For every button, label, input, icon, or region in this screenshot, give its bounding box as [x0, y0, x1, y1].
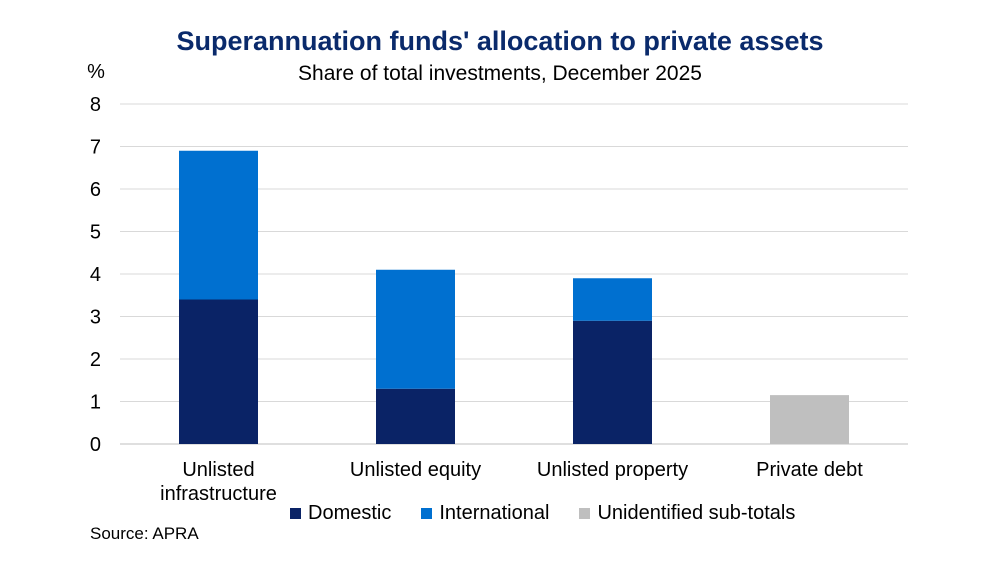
- chart-subtitle: Share of total investments, December 202…: [298, 62, 702, 85]
- legend-item-international: International: [421, 502, 549, 525]
- y-tick-label: 0: [90, 434, 101, 456]
- legend: Domestic International Unidentified sub-…: [290, 502, 825, 525]
- bar-domestic: [376, 388, 455, 444]
- legend-label-unidentified: Unidentified sub-totals: [597, 502, 796, 524]
- y-tick-label: 2: [90, 349, 101, 371]
- legend-swatch-unidentified: [579, 508, 591, 519]
- chart-title: Superannuation funds' allocation to priv…: [176, 26, 824, 56]
- bar-international: [573, 278, 652, 321]
- y-tick-label: 3: [90, 307, 101, 329]
- legend-item-unidentified: Unidentified sub-totals: [579, 502, 795, 525]
- y-tick-label: 4: [90, 264, 101, 286]
- bar-international: [179, 150, 258, 300]
- y-tick-label: 5: [90, 222, 101, 244]
- legend-swatch-international: [421, 508, 433, 519]
- source-note: Source: APRA: [90, 524, 199, 543]
- legend-label-domestic: Domestic: [308, 502, 392, 524]
- x-tick-label: Unlisted property: [537, 459, 688, 481]
- bar-international: [376, 269, 455, 389]
- legend-label-international: International: [439, 502, 550, 524]
- x-tick-label: Unlisted equity: [350, 459, 481, 481]
- x-tick-label: Unlisted: [182, 459, 254, 481]
- x-tick-label: infrastructure: [160, 483, 277, 505]
- y-tick-label: 1: [90, 392, 101, 414]
- x-tick-label: Private debt: [756, 459, 863, 481]
- legend-item-domestic: Domestic: [290, 502, 391, 525]
- y-tick-label: 6: [90, 179, 101, 201]
- legend-swatch-domestic: [290, 508, 301, 519]
- y-tick-label: 8: [90, 94, 101, 116]
- bar-domestic: [179, 299, 258, 444]
- bar-domestic: [573, 320, 652, 444]
- y-tick-label: 7: [90, 137, 101, 159]
- y-axis-label: %: [87, 61, 105, 83]
- bar-unidentified-sub-totals: [770, 395, 849, 444]
